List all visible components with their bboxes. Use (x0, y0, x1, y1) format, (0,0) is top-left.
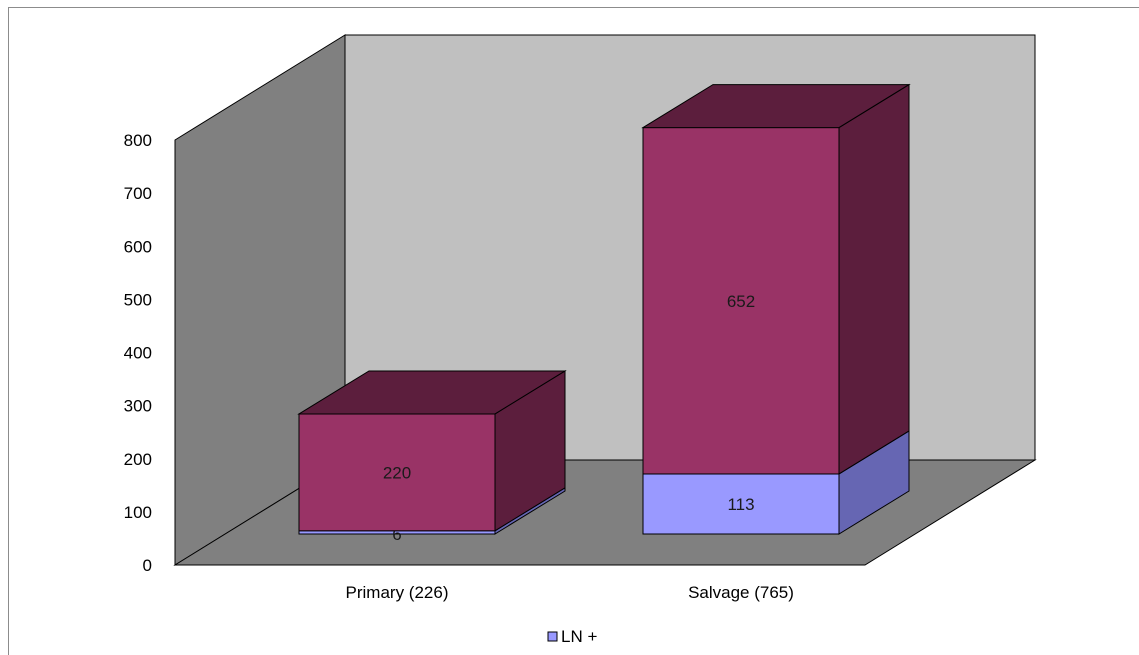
y-tick-label: 500 (124, 290, 152, 309)
bar-segment: 220 (297, 370, 567, 532)
category-label: Salvage (765) (688, 583, 794, 602)
y-tick-label: 700 (124, 184, 152, 203)
bar-segment: 113 (642, 430, 910, 535)
bar-front (298, 413, 496, 532)
data-label: 220 (383, 463, 411, 482)
y-tick-label: 800 (124, 131, 152, 150)
bar-segment: 652 (641, 83, 911, 475)
bar-top (641, 84, 911, 129)
data-label: 6 (392, 525, 401, 544)
y-tick-label: 400 (124, 344, 152, 363)
legend-swatch (547, 631, 558, 642)
legend-label: LN + (561, 627, 597, 646)
y-axis: 0 100 200 300 400 500 600 700 800 (124, 131, 152, 575)
y-tick-label: 0 (143, 556, 152, 575)
legend: LN + (547, 627, 597, 646)
y-tick-label: 100 (124, 503, 152, 522)
data-label: 113 (727, 495, 754, 514)
category-label: Primary (226) (346, 583, 449, 602)
x-axis: Primary (226) Salvage (765) (346, 583, 794, 602)
y-tick-label: 600 (124, 237, 152, 256)
y-tick-label: 300 (124, 397, 152, 416)
bar-top (297, 370, 567, 415)
bar-front (642, 127, 840, 475)
bar-front (642, 473, 840, 535)
y-tick-label: 200 (124, 450, 152, 469)
chart-frame (8, 7, 1139, 655)
bars: 6 220 113 652 (297, 83, 911, 544)
bar-side (838, 83, 910, 475)
data-label: 652 (727, 292, 755, 311)
